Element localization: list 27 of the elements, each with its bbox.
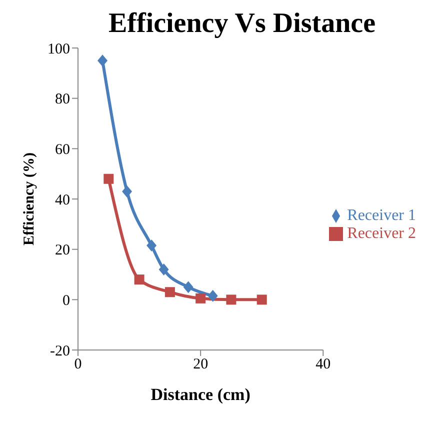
point (226, 294, 236, 305)
x-tick-label: 20 (193, 356, 208, 373)
point (146, 240, 157, 252)
y-tick-label: 60 (55, 142, 70, 158)
y-tick-label: 20 (55, 242, 70, 259)
y-tick-label: 80 (55, 92, 70, 108)
y-tick-label: 100 (48, 41, 70, 58)
x-axis-title: Distance (cm) (150, 385, 250, 404)
y-tick-label: 0 (62, 292, 70, 309)
point (164, 287, 175, 298)
point (196, 293, 206, 304)
point (134, 274, 144, 285)
x-tick-label: 0 (74, 356, 82, 373)
point (208, 290, 218, 302)
y-tick-label: 40 (55, 192, 70, 208)
legend-label: Receiver 1 (347, 207, 416, 224)
chart-title: Efficiency Vs Distance (108, 8, 376, 40)
y-axis-title: Efficiency (%) (21, 152, 38, 246)
point (256, 294, 267, 305)
y-tick-label: -20 (50, 343, 70, 360)
point (98, 54, 108, 67)
x-tick-label: 40 (316, 356, 331, 373)
point (104, 174, 114, 184)
point (183, 281, 194, 294)
legend-label: Receiver 2 (347, 225, 416, 242)
point (122, 185, 132, 198)
point (158, 263, 169, 276)
